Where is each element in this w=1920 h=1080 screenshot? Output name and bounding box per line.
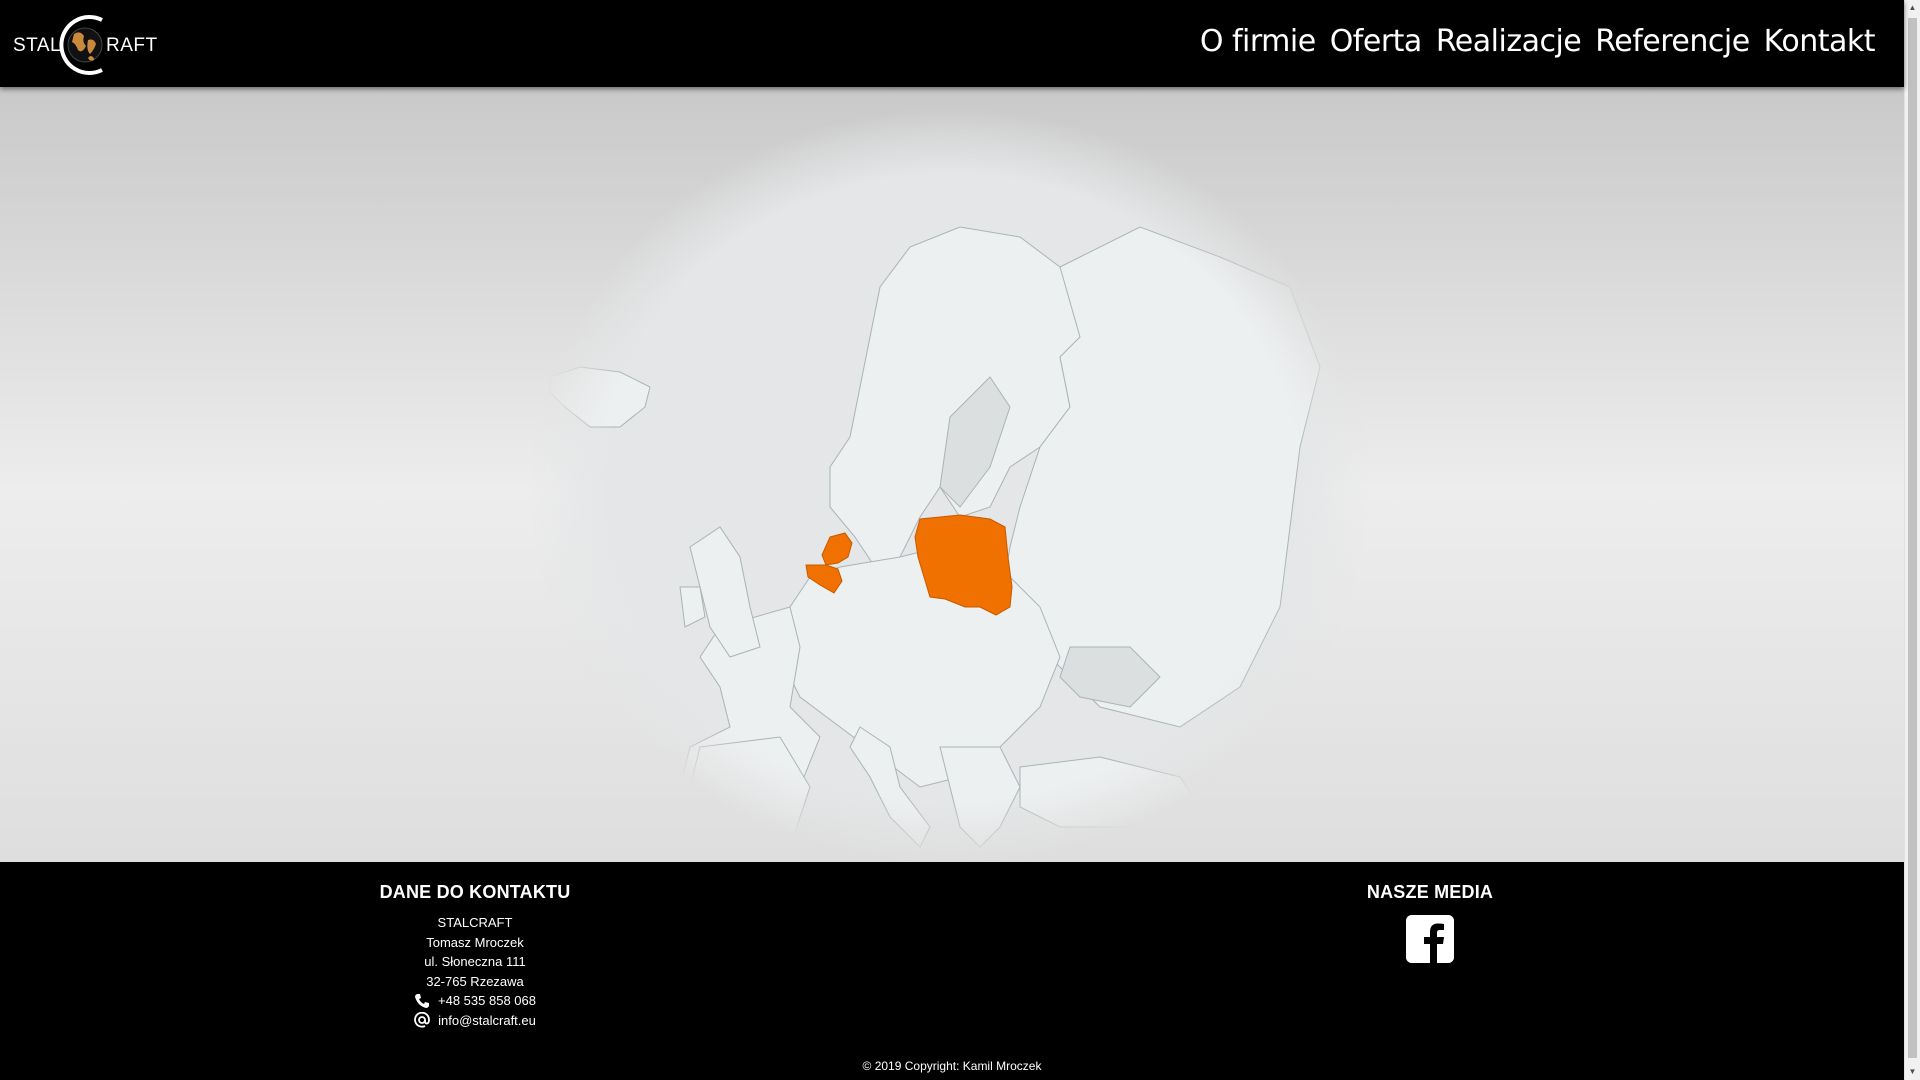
street-address: ul. Słoneczna 111 [424, 954, 526, 969]
contact-person: Tomasz Mroczek [426, 934, 524, 950]
company-name: STALCRAFT [437, 915, 513, 930]
media-heading: NASZE MEDIA [1366, 882, 1494, 902]
facebook-icon[interactable] [1406, 915, 1454, 963]
nav-o-firmie[interactable]: O firmie [1199, 24, 1316, 59]
phone-icon [415, 993, 430, 1008]
phone-number[interactable]: +48 535 858 068 [438, 993, 536, 1008]
europe-map [530, 107, 1370, 862]
nav-realizacje[interactable]: Realizacje [1435, 24, 1582, 59]
contact-section: DANE DO KONTAKTU STALCRAFT Tomasz Mrocze… [340, 882, 610, 1030]
stalcraft-logo[interactable]: STAL RAFT [12, 12, 157, 76]
netherlands-shape [821, 532, 853, 566]
vertical-scrollbar[interactable]: ▲ ▼ [1904, 0, 1920, 1080]
globe-logo-icon [59, 15, 103, 75]
site-footer: DANE DO KONTAKTU STALCRAFT Tomasz Mrocze… [0, 862, 1904, 1080]
scroll-up-arrow-icon[interactable]: ▲ [1908, 3, 1917, 12]
nav-referencje[interactable]: Referencje [1595, 24, 1750, 59]
map-section [0, 87, 1904, 862]
email-link[interactable]: info@stalcraft.eu [438, 1012, 536, 1028]
logo-text-left: STAL [13, 35, 62, 56]
media-section: NASZE MEDIA [1300, 882, 1560, 968]
poland-shape [914, 514, 1013, 616]
city-address: 32-765 Rzezawa [426, 973, 524, 989]
nav-oferta[interactable]: Oferta [1329, 24, 1423, 59]
copyright-text: © 2019 Copyright: Kamil Mroczek [862, 1059, 1042, 1073]
scroll-down-arrow-icon[interactable]: ▼ [1908, 1067, 1917, 1076]
scrollbar-thumb[interactable] [1908, 18, 1917, 1058]
nav-kontakt[interactable]: Kontakt [1763, 24, 1876, 59]
main-nav: O firmie Oferta Realizacje Referencje Ko… [1193, 20, 1882, 64]
logo-text-right: RAFT [106, 35, 158, 56]
site-header: STAL RAFT O firmie Oferta Realizacje Ref… [0, 0, 1904, 87]
belgium-shape [805, 564, 843, 594]
highlighted-countries [805, 514, 1013, 616]
contact-heading: DANE DO KONTAKTU [379, 882, 571, 902]
email-row: info@stalcraft.eu [340, 1011, 610, 1031]
at-icon [414, 1012, 431, 1028]
phone-row: +48 535 858 068 [340, 991, 610, 1011]
